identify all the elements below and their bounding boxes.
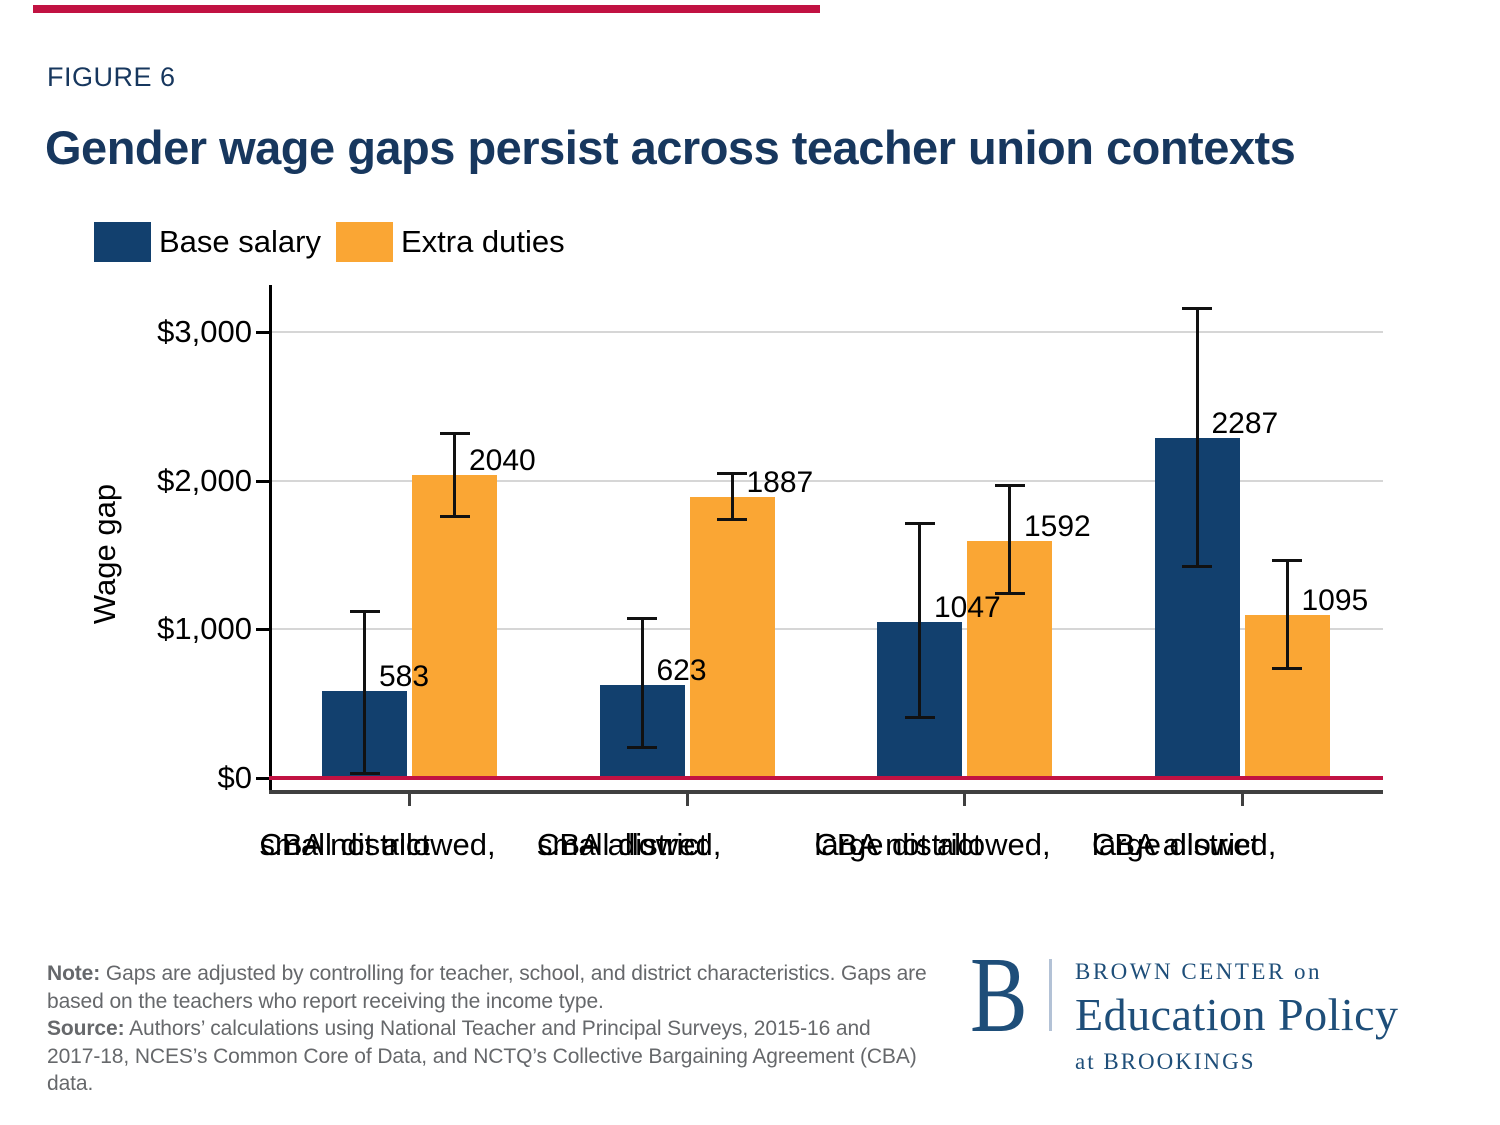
grid-line	[269, 330, 1383, 333]
bar-value-label: 2287	[1211, 406, 1279, 440]
y-tick-label: $1,000	[157, 611, 252, 647]
legend-item-base-salary: Base salary	[94, 222, 321, 262]
logo-at-brookings-line: at BROOKINGS	[1075, 1049, 1256, 1074]
legend-label-base-salary: Base salary	[159, 224, 321, 259]
bar-value-label: 1887	[746, 466, 814, 500]
error-bar-cap-top	[1272, 558, 1302, 562]
note-text: Note: Gaps are adjusted by controlling f…	[47, 962, 927, 1013]
error-bar-cap-top	[904, 522, 935, 526]
source-label: Source:	[47, 1017, 125, 1040]
x-tick	[1240, 794, 1244, 806]
error-bar-cap-bottom	[1272, 667, 1302, 671]
y-tick-label: $3,000	[157, 313, 252, 349]
legend-swatch-base-salary	[94, 222, 151, 262]
error-bar-cap-top	[994, 484, 1025, 488]
bar-value-label: 623	[656, 654, 707, 688]
bar-value-label: 1592	[1024, 510, 1091, 544]
error-bar-cap-top	[349, 609, 380, 613]
logo-education-policy-line: Education Policy	[1075, 989, 1399, 1040]
error-bar-cap-bottom	[439, 514, 470, 518]
error-bar-line	[453, 433, 456, 517]
logo-b-mark: B	[970, 936, 1028, 1055]
bar-extra-duties-2	[689, 497, 775, 779]
error-bar-cap-top	[439, 431, 470, 435]
bar-extra-duties-1	[412, 474, 497, 779]
error-bar-cap-bottom	[627, 746, 657, 750]
brand-top-bar	[33, 5, 820, 13]
y-tick	[256, 330, 269, 334]
error-bar-cap-top	[627, 617, 657, 621]
error-bar-line	[640, 618, 644, 748]
logo-divider	[1049, 959, 1052, 1031]
note-label: Note:	[47, 962, 101, 985]
x-axis-line	[269, 790, 1383, 794]
y-tick-label: $0	[217, 760, 252, 795]
error-bar-line	[363, 611, 366, 774]
x-tick	[685, 794, 689, 806]
legend: Base salary Extra duties	[94, 222, 565, 262]
y-tick	[256, 628, 269, 632]
error-bar-cap-bottom	[994, 592, 1025, 596]
x-tick	[408, 794, 411, 806]
error-bar-line	[1285, 560, 1289, 669]
bar-value-label: 583	[379, 660, 430, 694]
source-text: Source: Authors’ calculations using Nati…	[47, 1017, 917, 1095]
error-bar-cap-top	[1182, 307, 1212, 311]
error-bar-line	[1008, 485, 1011, 594]
logo-brown-center-line: BROWN CENTER on	[1075, 959, 1323, 984]
grid-line	[269, 628, 1383, 631]
legend-label-extra-duties: Extra duties	[400, 224, 565, 259]
zero-line	[269, 776, 1383, 780]
error-bar-cap-bottom	[349, 772, 380, 776]
error-bar-line	[730, 473, 734, 520]
y-tick-label: $2,000	[157, 462, 252, 498]
error-bar-line	[918, 523, 921, 718]
bar-value-label: 2040	[469, 443, 536, 477]
grid-line	[269, 479, 1383, 482]
error-bar-cap-bottom	[904, 716, 935, 720]
x-tick	[963, 794, 966, 806]
legend-swatch-extra-duties	[335, 222, 393, 262]
y-tick	[256, 777, 269, 780]
legend-item-extra-duties: Extra duties	[335, 222, 565, 262]
bar-value-label: 1095	[1301, 584, 1369, 618]
brookings-logo: B BROWN CENTER on Education Policy at BR…	[970, 936, 1490, 1085]
error-bar-cap-bottom	[717, 517, 747, 521]
y-tick	[256, 479, 269, 483]
notes-block: Note: Gaps are adjusted by controlling f…	[47, 960, 1057, 1098]
logo-text: BROWN CENTER on Education Policy at BROO…	[1075, 959, 1399, 1075]
bar-value-label: 1047	[934, 591, 1001, 625]
figure-number-label: FIGURE 6	[47, 62, 176, 92]
error-bar-line	[1195, 308, 1199, 567]
y-axis-line	[269, 285, 272, 794]
chart-title: Gender wage gaps persist across teacher …	[45, 121, 1296, 174]
error-bar-cap-bottom	[1182, 564, 1212, 568]
error-bar-cap-top	[717, 471, 747, 475]
